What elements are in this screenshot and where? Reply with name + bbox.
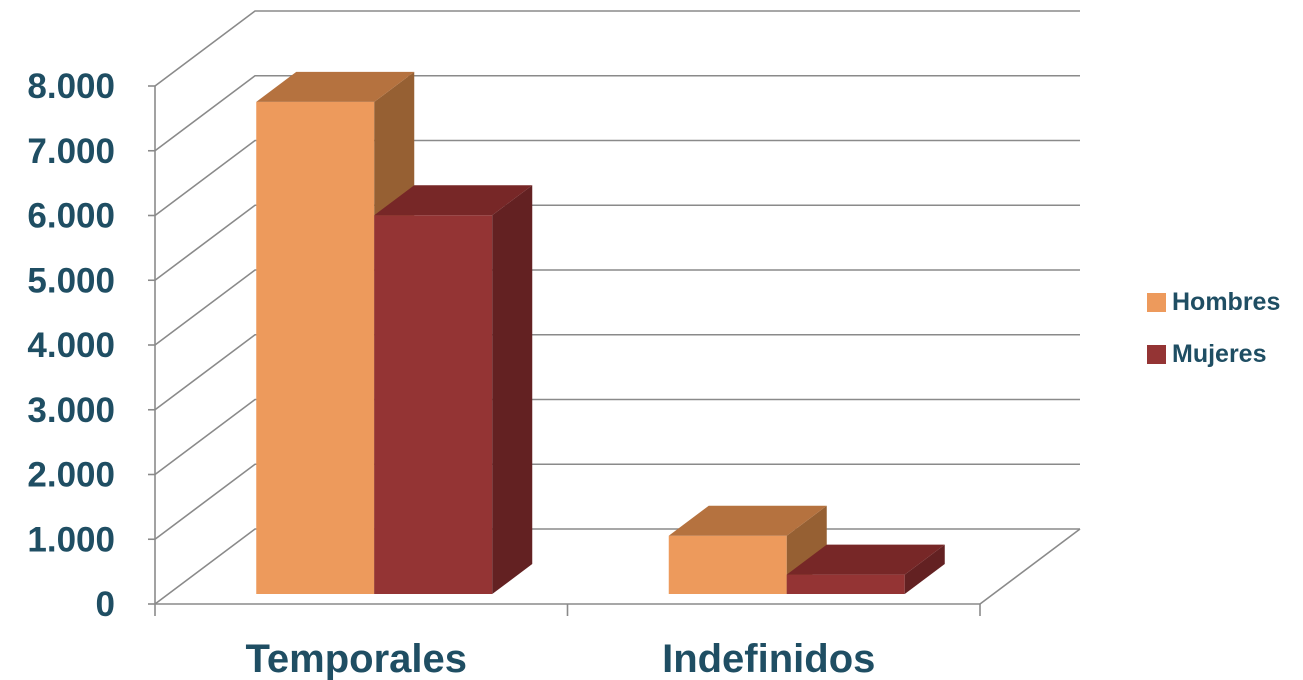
y-tick-label: 3.000 [27, 391, 115, 430]
bar-front [668, 535, 787, 594]
gridline [154, 204, 1080, 281]
bar-top [786, 544, 945, 575]
x-category-label: Indefinidos [662, 637, 875, 680]
y-tick-label: 8.000 [27, 67, 115, 106]
floor-edge [979, 528, 1081, 605]
y-tick-label: 4.000 [27, 326, 115, 365]
gridline [154, 463, 1080, 540]
bar-side [904, 544, 945, 594]
x-axis-category-labels: Temporales Indefinidos [245, 637, 875, 680]
legend: Hombres Mujeres [1147, 288, 1280, 368]
bars [256, 71, 945, 595]
gridline [154, 74, 1080, 152]
bar-front [786, 574, 905, 594]
bar-front [374, 215, 493, 594]
y-tick-label: 0 [96, 585, 115, 624]
y-tick-label: 7.000 [27, 132, 115, 171]
y-tick-label: 6.000 [27, 197, 115, 236]
bar-top [256, 71, 415, 102]
gridline [154, 398, 1080, 476]
bar-front [256, 101, 375, 595]
gridline [154, 139, 1080, 217]
bar-side [492, 185, 533, 594]
y-tick-label: 5.000 [27, 261, 115, 300]
y-tick-label: 2.000 [27, 456, 115, 495]
gridline [154, 333, 1080, 411]
bar-top [374, 185, 533, 216]
gridlines [148, 10, 1081, 616]
bar-top [668, 505, 827, 536]
y-tick-label: 1.000 [27, 520, 115, 559]
gridline [154, 10, 1080, 87]
bar [374, 185, 533, 594]
y-axis-tick-labels: 0 1.000 2.000 3.000 4.000 5.000 6.000 7.000 8.00… [27, 67, 115, 624]
gridline [154, 269, 1080, 346]
legend-swatch [1147, 345, 1166, 364]
legend-label: Hombres [1172, 288, 1280, 316]
legend-swatch [1147, 293, 1166, 312]
x-category-label: Temporales [245, 637, 467, 680]
bar [786, 544, 945, 594]
legend-label: Mujeres [1172, 340, 1266, 368]
